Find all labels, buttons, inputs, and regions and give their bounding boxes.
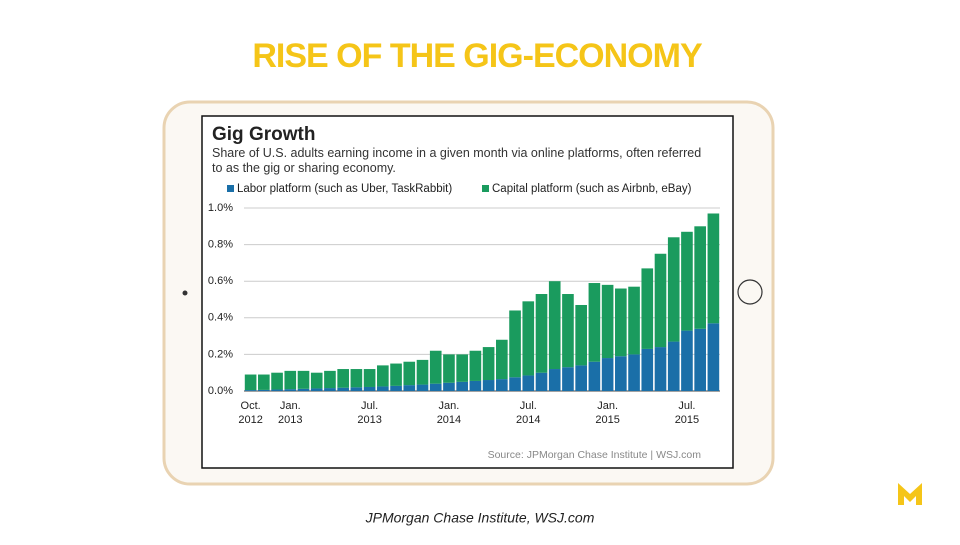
bar-segment: [429, 350, 442, 384]
bar-segment: [588, 361, 601, 391]
caption: JPMorgan Chase Institute, WSJ.com: [365, 510, 595, 526]
y-tick-label: 0.4%: [208, 312, 233, 324]
bar-segment: [350, 369, 363, 388]
chart-source: Source: JPMorgan Chase Institute | WSJ.c…: [488, 449, 702, 461]
legend-swatch: [227, 185, 234, 192]
bar-segment: [443, 382, 455, 391]
y-tick-label: 0.0%: [208, 385, 233, 397]
bar-segment: [707, 213, 720, 324]
bar-segment: [667, 237, 680, 342]
bar-segment: [601, 284, 614, 359]
legend-label: Capital platform (such as Airbnb, eBay): [492, 183, 692, 195]
x-tick-label: Jul. 2015: [675, 400, 699, 426]
bar-segment: [469, 350, 482, 381]
subtitle-box: Share of U.S. adults earning income in a…: [212, 146, 702, 175]
bar-segment: [258, 374, 270, 390]
bar-segment: [535, 372, 548, 391]
bar-segment: [310, 388, 323, 391]
bar-segment: [707, 323, 720, 391]
bar-segment: [535, 294, 548, 373]
bar-segment: [469, 380, 482, 391]
bar-segment: [694, 226, 706, 329]
slide-title: RISE OF THE GIG-ECONOMY: [252, 37, 703, 75]
legend-swatch: [482, 185, 489, 192]
bar-segment: [390, 363, 402, 386]
bar-segment: [654, 253, 667, 348]
y-tick-label: 0.8%: [208, 239, 233, 251]
bar-segment: [390, 385, 402, 391]
bar-segment: [496, 339, 508, 380]
bar-segment: [271, 372, 283, 390]
bar-segment: [244, 390, 257, 391]
bar-segment: [641, 268, 654, 349]
bar-segment: [482, 380, 495, 391]
y-tick-label: 0.2%: [208, 348, 233, 360]
bar-segment: [363, 369, 376, 387]
bar-segment: [575, 304, 587, 366]
x-tick-label: Jul. 2013: [357, 400, 381, 426]
bar-segment: [456, 354, 468, 382]
x-tick-label: Jul. 2014: [516, 400, 540, 426]
bar-segment: [548, 369, 561, 391]
bar-segment: [258, 389, 270, 391]
bar-segment: [496, 379, 508, 391]
bar-segment: [641, 348, 654, 391]
bar-segment: [244, 374, 257, 391]
bar-segment: [509, 310, 521, 378]
bar-segment: [654, 347, 667, 391]
x-tick-label: Jan. 2013: [278, 400, 302, 426]
bar-segment: [562, 294, 574, 368]
bar-segment: [429, 383, 442, 391]
bar-segment: [363, 386, 376, 391]
bar-segment: [575, 365, 587, 391]
bar-segment: [588, 283, 601, 362]
bar-segment: [482, 347, 495, 381]
bar-segment: [403, 385, 416, 391]
bar-segment: [271, 389, 283, 391]
bar-segment: [337, 369, 349, 388]
bar-segment: [509, 377, 521, 391]
bar-segment: [297, 388, 310, 391]
bar-segment: [522, 375, 535, 391]
bar-segment: [681, 231, 693, 331]
bar-segment: [562, 367, 574, 391]
bar-segment: [416, 359, 429, 385]
home-button: [737, 279, 763, 305]
bar-segment: [350, 387, 363, 391]
bar-segment: [284, 389, 297, 391]
chart-subtitle: Share of U.S. adults earning income in a…: [212, 146, 702, 175]
x-tick-label: Jan. 2014: [437, 400, 461, 426]
bar-segment: [337, 387, 349, 391]
bar-segment: [416, 384, 429, 391]
bar-segment: [681, 330, 693, 391]
x-tick-label: Oct. 2012: [238, 400, 262, 426]
bar-segment: [667, 341, 680, 391]
bar-segment: [522, 301, 535, 376]
bar-segment: [324, 388, 336, 391]
bar-segment: [443, 354, 455, 383]
bar-segment: [628, 354, 640, 391]
bar-segment: [310, 372, 323, 389]
bar-segment: [456, 381, 468, 391]
bar-segment: [628, 286, 640, 355]
bar-segment: [377, 386, 389, 391]
y-tick-label: 0.6%: [208, 275, 233, 287]
bar-segment: [601, 358, 614, 391]
bar-segment: [615, 356, 627, 391]
bar-segment: [615, 288, 627, 357]
chart-title: Gig Growth: [212, 124, 315, 145]
bar-segment: [284, 370, 297, 390]
x-tick-label: Jan. 2015: [595, 400, 619, 426]
logo: [898, 483, 922, 505]
bar-segment: [377, 365, 389, 387]
bar-segment: [548, 281, 561, 370]
bar-segment: [403, 361, 416, 386]
bar-segment: [297, 370, 310, 389]
camera: [182, 290, 188, 296]
bar-segment: [694, 328, 706, 391]
y-tick-label: 1.0%: [208, 202, 233, 214]
bar-segment: [324, 370, 336, 389]
legend-label: Labor platform (such as Uber, TaskRabbit…: [237, 183, 452, 195]
